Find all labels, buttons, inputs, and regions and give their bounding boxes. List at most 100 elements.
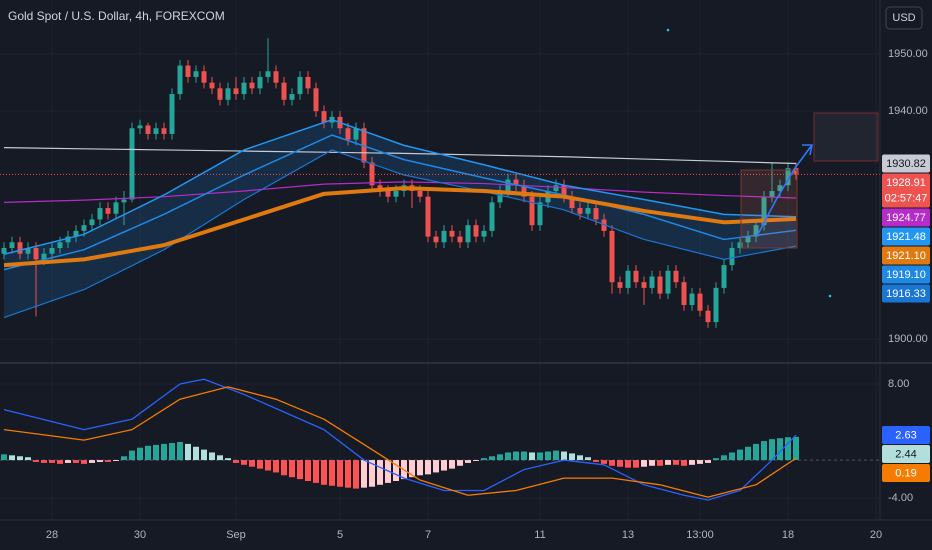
histogram-bar [609, 460, 615, 466]
histogram-bar [633, 460, 639, 468]
price-label-box [882, 208, 930, 227]
candle-body [481, 230, 487, 237]
candle-body [169, 94, 175, 134]
candle-body [641, 282, 647, 288]
histogram-bar [17, 456, 23, 461]
drawings [666, 28, 879, 298]
candle-body [617, 282, 623, 288]
candle-body [265, 71, 271, 77]
candle-body [57, 242, 63, 248]
histogram-bar [353, 460, 359, 489]
candle-body [105, 208, 111, 214]
candle-body [97, 208, 103, 220]
x-tick-label: Sep [226, 529, 246, 541]
y-tick-label: 8.00 [888, 378, 909, 390]
candle-body [585, 208, 591, 214]
histogram-bar [233, 460, 239, 463]
histogram-bar [193, 446, 199, 461]
histogram-bar [201, 449, 207, 461]
candle-body [649, 276, 655, 288]
histogram-bar [721, 455, 727, 461]
candle-body [721, 265, 727, 288]
candle-body [17, 242, 23, 254]
histogram-bar [625, 460, 631, 468]
candle-body [33, 247, 39, 260]
histogram-bar [497, 454, 503, 461]
price-label: 1921.48 [886, 231, 926, 243]
histogram-bar [785, 437, 791, 461]
currency-label[interactable]: USD [892, 12, 915, 24]
histogram-bar [793, 436, 799, 461]
histogram-bar [121, 456, 127, 461]
x-tick-label: 13 [622, 529, 634, 541]
candle-body [249, 82, 255, 89]
histogram-bar [225, 458, 231, 461]
candle-body [89, 219, 95, 226]
indicator-line [3, 147, 797, 165]
price-label-box [882, 154, 930, 173]
drawing-arrow [756, 144, 813, 237]
histogram-bar [713, 458, 719, 461]
histogram-bar [673, 460, 679, 465]
main-pane [0, 38, 880, 328]
histogram-bar [209, 452, 215, 461]
currency-button[interactable] [885, 6, 923, 30]
candle-body [473, 225, 479, 237]
histogram-bar [65, 460, 71, 463]
candle-body [665, 270, 671, 294]
histogram-bar [217, 455, 223, 461]
histogram-bar [321, 460, 327, 485]
y-tick-label: 1900.00 [888, 333, 928, 345]
candle-body [753, 225, 759, 237]
histogram-bar [361, 460, 367, 488]
histogram-bar [537, 452, 543, 461]
candle-body [153, 128, 159, 134]
histogram-bar [465, 460, 471, 463]
histogram-bar [369, 460, 375, 487]
histogram-bar [681, 460, 687, 466]
candle-body [201, 71, 207, 83]
indicator-line [3, 186, 797, 268]
histogram-bar [185, 443, 191, 461]
histogram-bar [521, 451, 527, 461]
indicator-line [3, 118, 797, 255]
candle-body [673, 270, 679, 283]
histogram-bar [57, 460, 63, 464]
histogram-bar [113, 460, 119, 462]
histogram-bar [313, 460, 319, 483]
price-label: 1916.33 [886, 288, 926, 300]
indicator-line [3, 378, 797, 501]
histogram-bar [529, 452, 535, 461]
candle-body [433, 236, 439, 243]
histogram-bar [49, 460, 55, 463]
candle-body [345, 128, 351, 140]
histogram-bar [1, 454, 7, 461]
candle-body [577, 208, 583, 214]
candle-body [313, 88, 319, 112]
candle-body [529, 196, 535, 226]
axis-labels: 28 30 Sep 5 7 11 13 13:00 18 20 1900.00 1940.00 1950… [46, 48, 930, 541]
histogram-bar [505, 452, 511, 461]
x-tick-label: 28 [46, 529, 58, 541]
histogram-bar [345, 460, 351, 488]
candle-body [465, 225, 471, 243]
histogram-bar [81, 460, 87, 464]
histogram-bar [305, 460, 311, 481]
price-label: 1930.82 [886, 158, 926, 170]
histogram-bar [393, 460, 399, 481]
histogram-bar [73, 460, 79, 463]
histogram-bar [545, 451, 551, 461]
price-label-box [882, 246, 930, 265]
candle-body [569, 196, 575, 209]
candle-body [537, 202, 543, 226]
candle-body [417, 190, 423, 197]
histogram-bar [553, 450, 559, 461]
candle-body [385, 190, 391, 197]
candle-body [369, 162, 375, 186]
x-tick-label: 18 [782, 529, 794, 541]
candle-body [441, 230, 447, 243]
candle-body [657, 276, 663, 294]
histogram-bar [169, 442, 175, 461]
histogram-bar [737, 449, 743, 461]
histogram-bar [289, 460, 295, 478]
